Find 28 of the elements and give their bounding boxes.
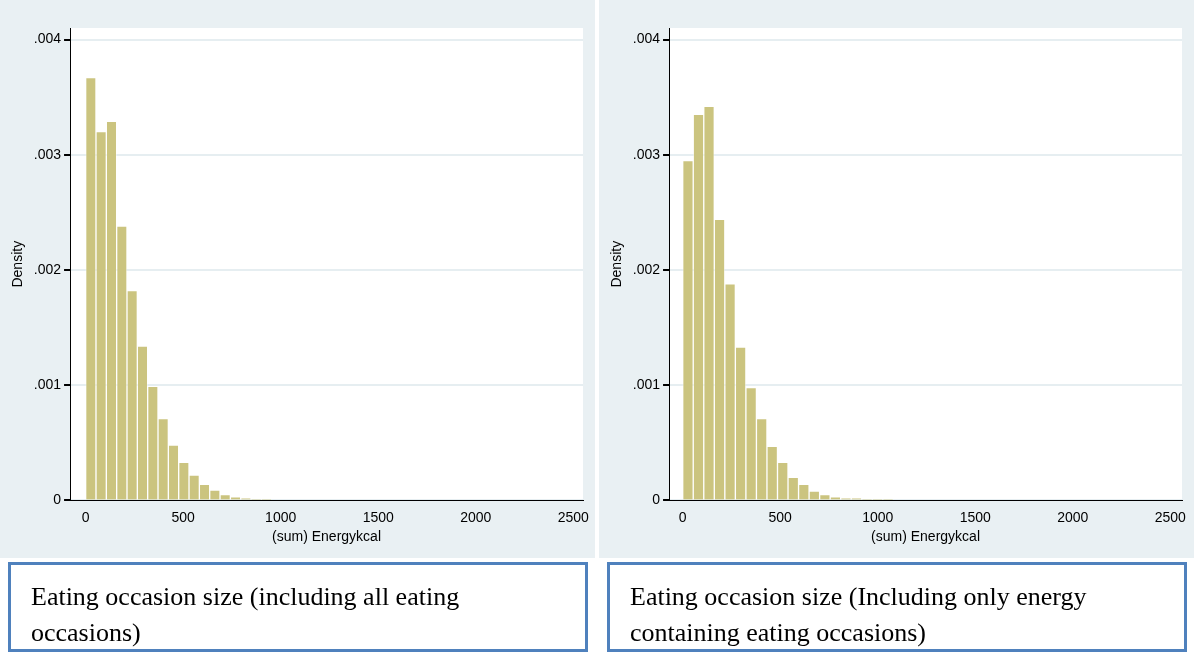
x-tick-label: 2000 <box>1057 508 1089 525</box>
y-tick-label: .002 <box>33 260 62 277</box>
y-tick-label: 0 <box>652 491 661 508</box>
y-tick-label: .001 <box>632 376 661 393</box>
x-tick-label: 2500 <box>1154 508 1187 525</box>
x-tick-label: 1500 <box>362 508 394 525</box>
y-tick-label: .003 <box>33 145 62 162</box>
y-tick-label: .001 <box>33 376 62 393</box>
x-tick-label: 1500 <box>959 508 992 525</box>
y-tick-label: 0 <box>53 491 62 508</box>
x-tick-label: 0 <box>678 508 687 525</box>
x-tick-label: 2500 <box>557 508 590 525</box>
y-tick-label: .004 <box>33 30 62 47</box>
x-tick-label: 1000 <box>862 508 894 525</box>
x-axis-title: (sum) Energykcal <box>272 528 381 545</box>
text: Eating occasion size (including all eating occasions) <box>8 562 588 652</box>
x-tick-label: 500 <box>768 508 793 525</box>
y-axis-title: Density <box>9 240 26 288</box>
x-tick-label: 0 <box>81 508 90 525</box>
text: Eating occasion size (Including only energy containing eating occasions) <box>607 562 1187 652</box>
y-tick-label: .003 <box>632 145 661 162</box>
y-tick-label: .002 <box>632 260 661 277</box>
x-tick-label: 1000 <box>265 508 297 525</box>
y-tick-label: .004 <box>632 30 661 47</box>
y-axis-title: Density <box>608 240 625 288</box>
x-tick-label: 500 <box>171 508 196 525</box>
x-axis-title: (sum) Energykcal <box>871 528 980 545</box>
x-tick-label: 2000 <box>460 508 492 525</box>
